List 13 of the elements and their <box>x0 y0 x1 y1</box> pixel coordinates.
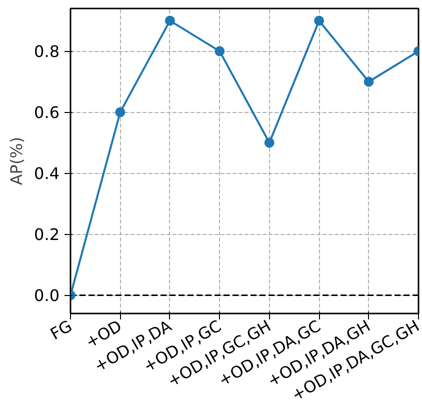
y-tick-label: 0.2 <box>34 225 60 244</box>
y-tick-label: 0.8 <box>34 42 60 62</box>
point <box>314 16 324 26</box>
point <box>264 138 274 148</box>
y-tick-label: 0.0 <box>34 286 60 306</box>
y-tick-label: 0.6 <box>34 103 60 122</box>
point <box>164 16 175 26</box>
y-tick-label: 0.4 <box>34 164 60 184</box>
y-axis-title: AP(%) <box>7 136 26 186</box>
point <box>364 76 374 87</box>
point <box>214 46 225 56</box>
x-tick-label: FG <box>47 316 76 344</box>
point <box>115 107 126 118</box>
